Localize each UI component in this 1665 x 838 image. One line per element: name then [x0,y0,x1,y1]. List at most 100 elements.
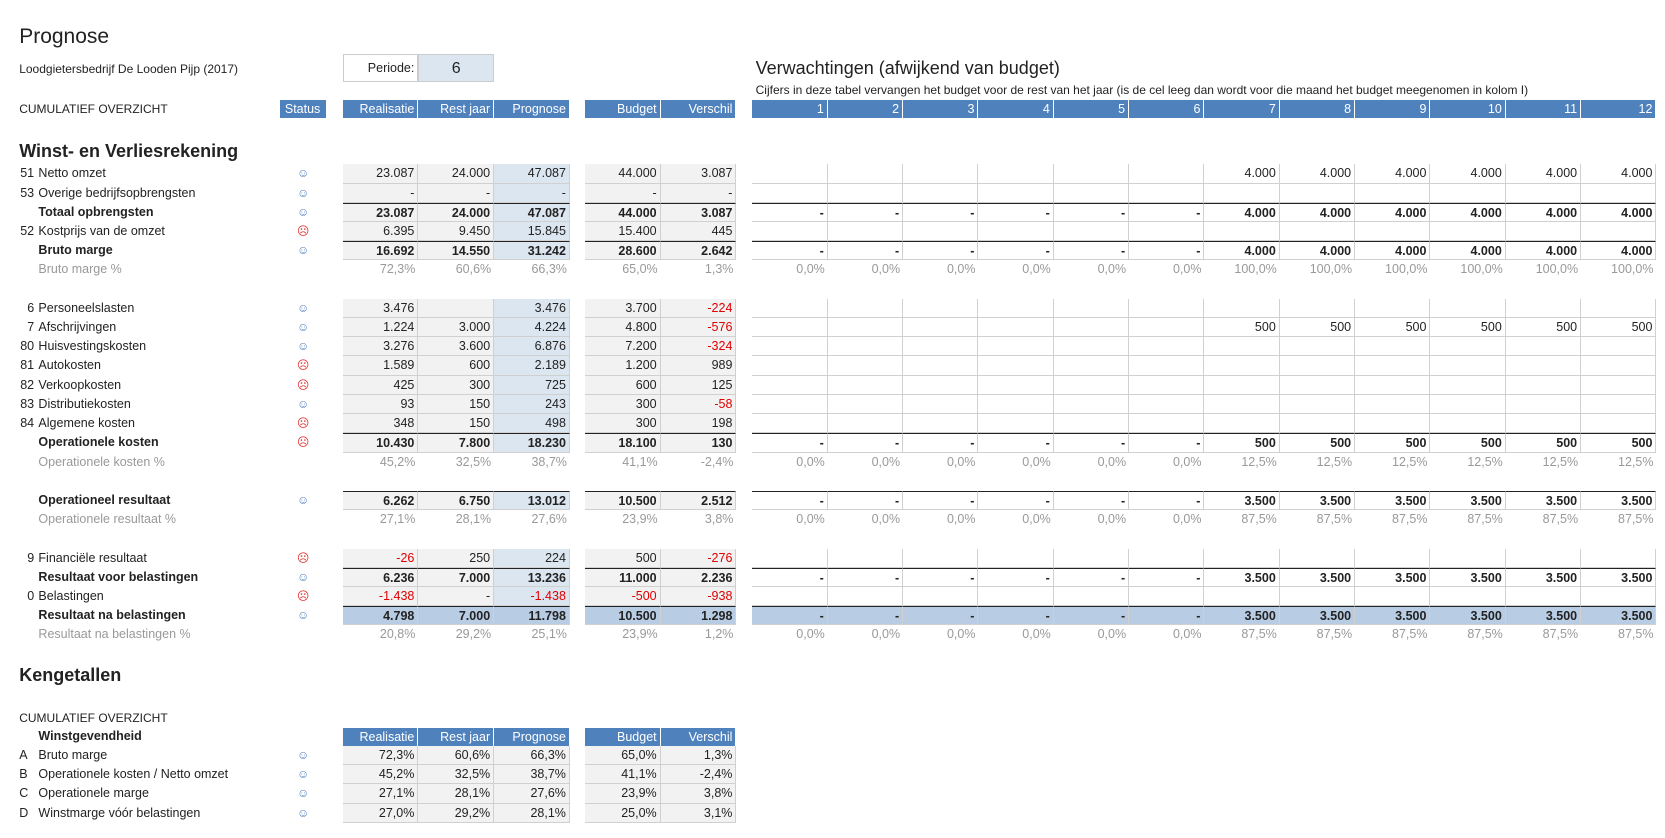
row-label: Autokosten [38,358,101,373]
month-cell: - [827,202,904,222]
value-cell: - [584,183,661,203]
value-cell: 1,2% [704,627,734,642]
month-cell: 4.000 [1581,202,1657,222]
value-cell: 300 [584,394,661,415]
month-cell [1581,222,1657,242]
month-cell: - [1129,490,1205,511]
month-cell: 87,5% [1241,512,1277,527]
status-icon: ☺ [296,569,310,584]
month-cell [1129,414,1205,434]
value-cell: 6.395 [342,222,419,242]
column-header: Prognose [494,100,570,119]
month-cell: - [978,567,1054,587]
month-cell [1279,375,1356,395]
month-cell [752,375,828,395]
month-cell: 0,0% [871,454,901,469]
status-icon: ☹ [296,358,310,373]
month-cell [1053,587,1130,607]
month-cell: 0,0% [1097,627,1127,642]
month-cell [827,548,904,568]
month-cell [1355,587,1431,607]
month-cell [903,318,979,338]
value-cell: 425 [342,375,419,395]
month-cell [1053,183,1130,203]
month-cell: - [903,490,979,511]
value-cell: 125 [660,375,737,395]
month-cell: - [752,606,828,626]
value-cell: 300 [418,375,495,395]
value-cell: 9.450 [418,222,495,242]
row-label: Afschrijvingen [38,320,117,335]
month-cell: 4.000 [1581,164,1657,184]
month-cell [978,222,1054,242]
month-cell [827,356,904,376]
row-code: C [19,786,29,801]
month-cell: 3.500 [1505,606,1582,626]
month-cell [1355,298,1431,319]
month-cell [1053,318,1130,338]
value-cell: 24.000 [418,202,495,222]
row-label: Verkoopkosten [38,377,122,392]
value-cell: 27,1% [379,512,416,527]
month-cell: - [1053,490,1130,511]
value-cell: 3.476 [342,298,419,319]
value-cell: -224 [660,298,737,319]
month-cell [1279,414,1356,434]
month-cell: 3.500 [1204,606,1280,626]
value-cell: 3,8% [704,512,734,527]
row-label: Distributiekosten [38,396,131,411]
value-cell: 20,8% [379,627,416,642]
status-icon: ☺ [296,608,310,623]
month-cell: - [978,241,1054,261]
month-cell [1355,356,1431,376]
section-title: Kengetallen [19,664,122,685]
month-cell [827,164,904,184]
month-cell [1129,548,1205,568]
month-cell: 87,5% [1467,627,1503,642]
column-header: Prognose [494,727,570,747]
month-cell: - [752,433,828,453]
month-cell: 0,0% [871,262,901,277]
value-cell: 11.000 [584,567,661,587]
value-cell: 41,1% [584,765,661,785]
expectations-title: Verwachtingen (afwijkend van budget) [755,57,1060,78]
value-cell: 3.476 [494,298,570,319]
value-cell: 18.100 [584,433,661,453]
value-cell: 28,1% [494,803,570,823]
month-cell: 500 [1204,433,1280,453]
row-code: D [19,805,29,820]
status-icon: ☺ [296,748,310,763]
value-cell: 32,5% [455,454,492,469]
month-cell: - [978,490,1054,511]
status-icon: ☹ [296,377,310,392]
value-cell: 60,6% [418,746,495,766]
row-label: Resultaat na belastingen [38,608,186,623]
month-cell [1053,414,1130,434]
value-cell: 150 [418,394,495,415]
status-icon: ☺ [296,492,310,507]
month-cell [1129,375,1205,395]
month-cell: - [1129,202,1205,222]
month-cell [1129,222,1205,242]
value-cell: -1.438 [494,587,570,607]
month-cell [1355,548,1431,568]
column-header: Realisatie [342,100,419,119]
value-cell: 23.087 [342,202,419,222]
value-cell: 224 [494,548,570,568]
value-cell: 28.600 [584,241,661,261]
value-cell: 10.500 [584,490,661,511]
row-label: Operationeel resultaat [38,492,171,507]
month-cell [1053,222,1130,242]
value-cell: 4.798 [342,606,419,626]
status-icon: ☹ [296,224,310,238]
row-code: 84 [20,416,35,431]
month-cell: - [978,606,1054,626]
row-label: Bruto marge % [38,262,122,277]
month-cell: 87,5% [1241,627,1277,642]
value-cell: 47.087 [494,164,570,184]
value-cell: 31.242 [494,241,570,261]
month-cell: 3.500 [1204,567,1280,587]
month-cell: 500 [1279,433,1356,453]
overview-label: CUMULATIEF OVERZICHT [19,102,168,117]
value-cell: 23,9% [584,784,661,804]
